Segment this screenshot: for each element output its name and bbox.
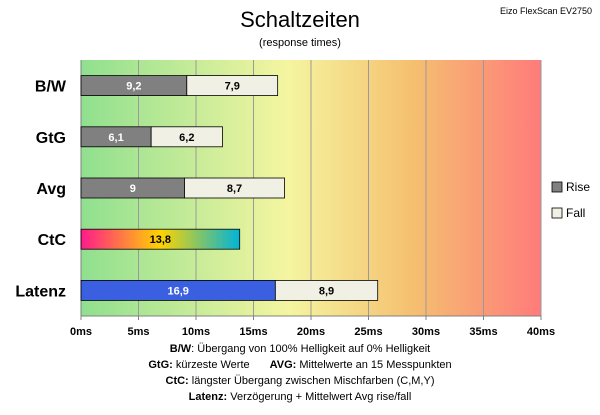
corner-label: Eizo FlexScan EV2750 (500, 6, 592, 16)
category-label: CtC (38, 232, 67, 249)
note-gtg-key: GtG: (148, 359, 172, 371)
note-avg-key: AVG: (270, 359, 297, 371)
bar-rise-label: 9,2 (126, 81, 141, 93)
x-tick-label: 25ms (354, 326, 382, 338)
legend-rise-label: Rise (566, 180, 590, 194)
bar-fall (186, 75, 279, 96)
category-label: B/W (35, 79, 67, 96)
note-latenz-key: Latenz: (189, 391, 228, 403)
bar-fall (184, 177, 285, 199)
legend-rise-swatch (551, 181, 563, 193)
category-label: Avg (36, 181, 66, 198)
bars: 9,2 7,9 6,1 6,2 9 8,7 13,8 16,9 8,9 (80, 75, 379, 301)
bar-fall-label: 8,9 (319, 285, 334, 297)
bar-fall-label: 7,9 (225, 81, 240, 93)
bar-rise-label: 9 (130, 183, 136, 195)
x-tick-label: 15ms (239, 326, 267, 338)
note-gtg-avg: GtG: kürzeste Werte AVG: Mittelwerte an 1… (148, 359, 451, 371)
legend-fall-label: Fall (566, 206, 585, 220)
category-labels: B/W GtG Avg CtC Latenz (15, 79, 67, 301)
chart-subtitle: (response times) (259, 37, 341, 49)
bar-rise-label: 13,8 (150, 234, 171, 246)
bar-fall-label: 8,7 (227, 183, 242, 195)
bar-rise-label: 16,9 (167, 285, 188, 297)
category-label: Latenz (15, 283, 66, 300)
category-label: GtG (36, 130, 66, 147)
legend: Rise Fall (551, 180, 590, 220)
x-tick-label: 20ms (297, 326, 325, 338)
chart-title: Schaltzeiten (240, 7, 360, 32)
note-gtg-text: kürzeste Werte (173, 359, 250, 371)
x-tick-label: 30ms (412, 326, 440, 338)
bar-fall (150, 126, 223, 148)
bar-rise-label: 6,1 (108, 132, 123, 144)
x-tick-label: 5ms (127, 326, 149, 338)
bar-fall-label: 6,2 (179, 132, 194, 144)
x-tick-label: 10ms (182, 326, 210, 338)
bar-fall (274, 279, 379, 301)
note-latenz-text: Verzögerung + Mittelwert Avg rise/fall (227, 391, 411, 403)
x-tick-label: 40ms (527, 326, 555, 338)
bar-rise (80, 228, 241, 250)
note-bw-key: B/W (170, 343, 192, 355)
note-latenz: Latenz: Verzögerung + Mittelwert Avg ris… (189, 391, 412, 403)
note-bw: B/W: Übergang von 100% Helligkeit auf 0%… (170, 343, 430, 355)
x-tick-labels: 0ms 5ms 10ms 15ms 20ms 25ms 30ms 35ms 40ms (70, 326, 555, 338)
x-tick-label: 35ms (469, 326, 497, 338)
note-ctc-key: CtC: (166, 375, 189, 387)
footnotes: B/W: Übergang von 100% Helligkeit auf 0%… (148, 343, 451, 403)
note-ctc: CtC: längster Übergang zwischen Mischfar… (166, 375, 435, 387)
note-avg-text: Mittelwerte an 15 Messpunkten (296, 359, 451, 371)
note-bw-text: : Übergang von 100% Helligkeit auf 0% He… (191, 343, 430, 355)
x-tick-label: 0ms (70, 326, 92, 338)
note-ctc-text: längster Übergang zwischen Mischfarben (… (189, 375, 435, 387)
legend-fall-swatch (551, 207, 563, 219)
